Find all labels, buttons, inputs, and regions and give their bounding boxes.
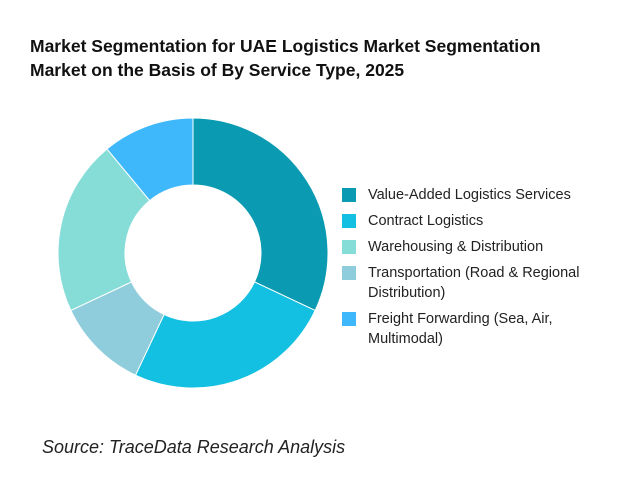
chart-title: Market Segmentation for UAE Logistics Ma…	[30, 34, 620, 82]
chart-title-line-2: Market on the Basis of By Service Type, …	[30, 60, 405, 80]
legend-swatch	[342, 312, 356, 326]
legend-label: Transportation (Road & Regional Distribut…	[368, 265, 580, 301]
legend-label: Contract Logistics	[368, 213, 484, 229]
source-note: Source: TraceData Research Analysis	[42, 437, 346, 457]
legend-item-5: Freight Forwarding (Sea, Air, Multimodal)	[342, 309, 632, 349]
legend-item-3: Warehousing & Distribution	[342, 237, 632, 257]
legend-item-4: Transportation (Road & Regional Distribut…	[342, 263, 632, 303]
chart-legend: Value-Added Logistics Services Contract L…	[342, 185, 632, 355]
donut-slice-2	[134, 281, 316, 389]
legend-label: Value-Added Logistics Services	[368, 187, 571, 203]
chart-title-line-1: Market Segmentation for UAE Logistics Ma…	[30, 36, 541, 56]
legend-label: Warehousing & Distribution	[368, 239, 544, 255]
legend-swatch	[342, 266, 356, 280]
legend-swatch	[342, 240, 356, 254]
donut-slice-5	[106, 117, 194, 202]
legend-swatch	[342, 214, 356, 228]
legend-item-2: Contract Logistics	[342, 211, 632, 231]
donut-chart	[57, 117, 329, 389]
legend-label: Freight Forwarding (Sea, Air, Multimodal)	[368, 311, 553, 347]
donut-slice-1	[192, 117, 329, 312]
legend-swatch	[342, 188, 356, 202]
legend-item-1: Value-Added Logistics Services	[342, 185, 632, 205]
donut-slice-3	[57, 148, 151, 312]
